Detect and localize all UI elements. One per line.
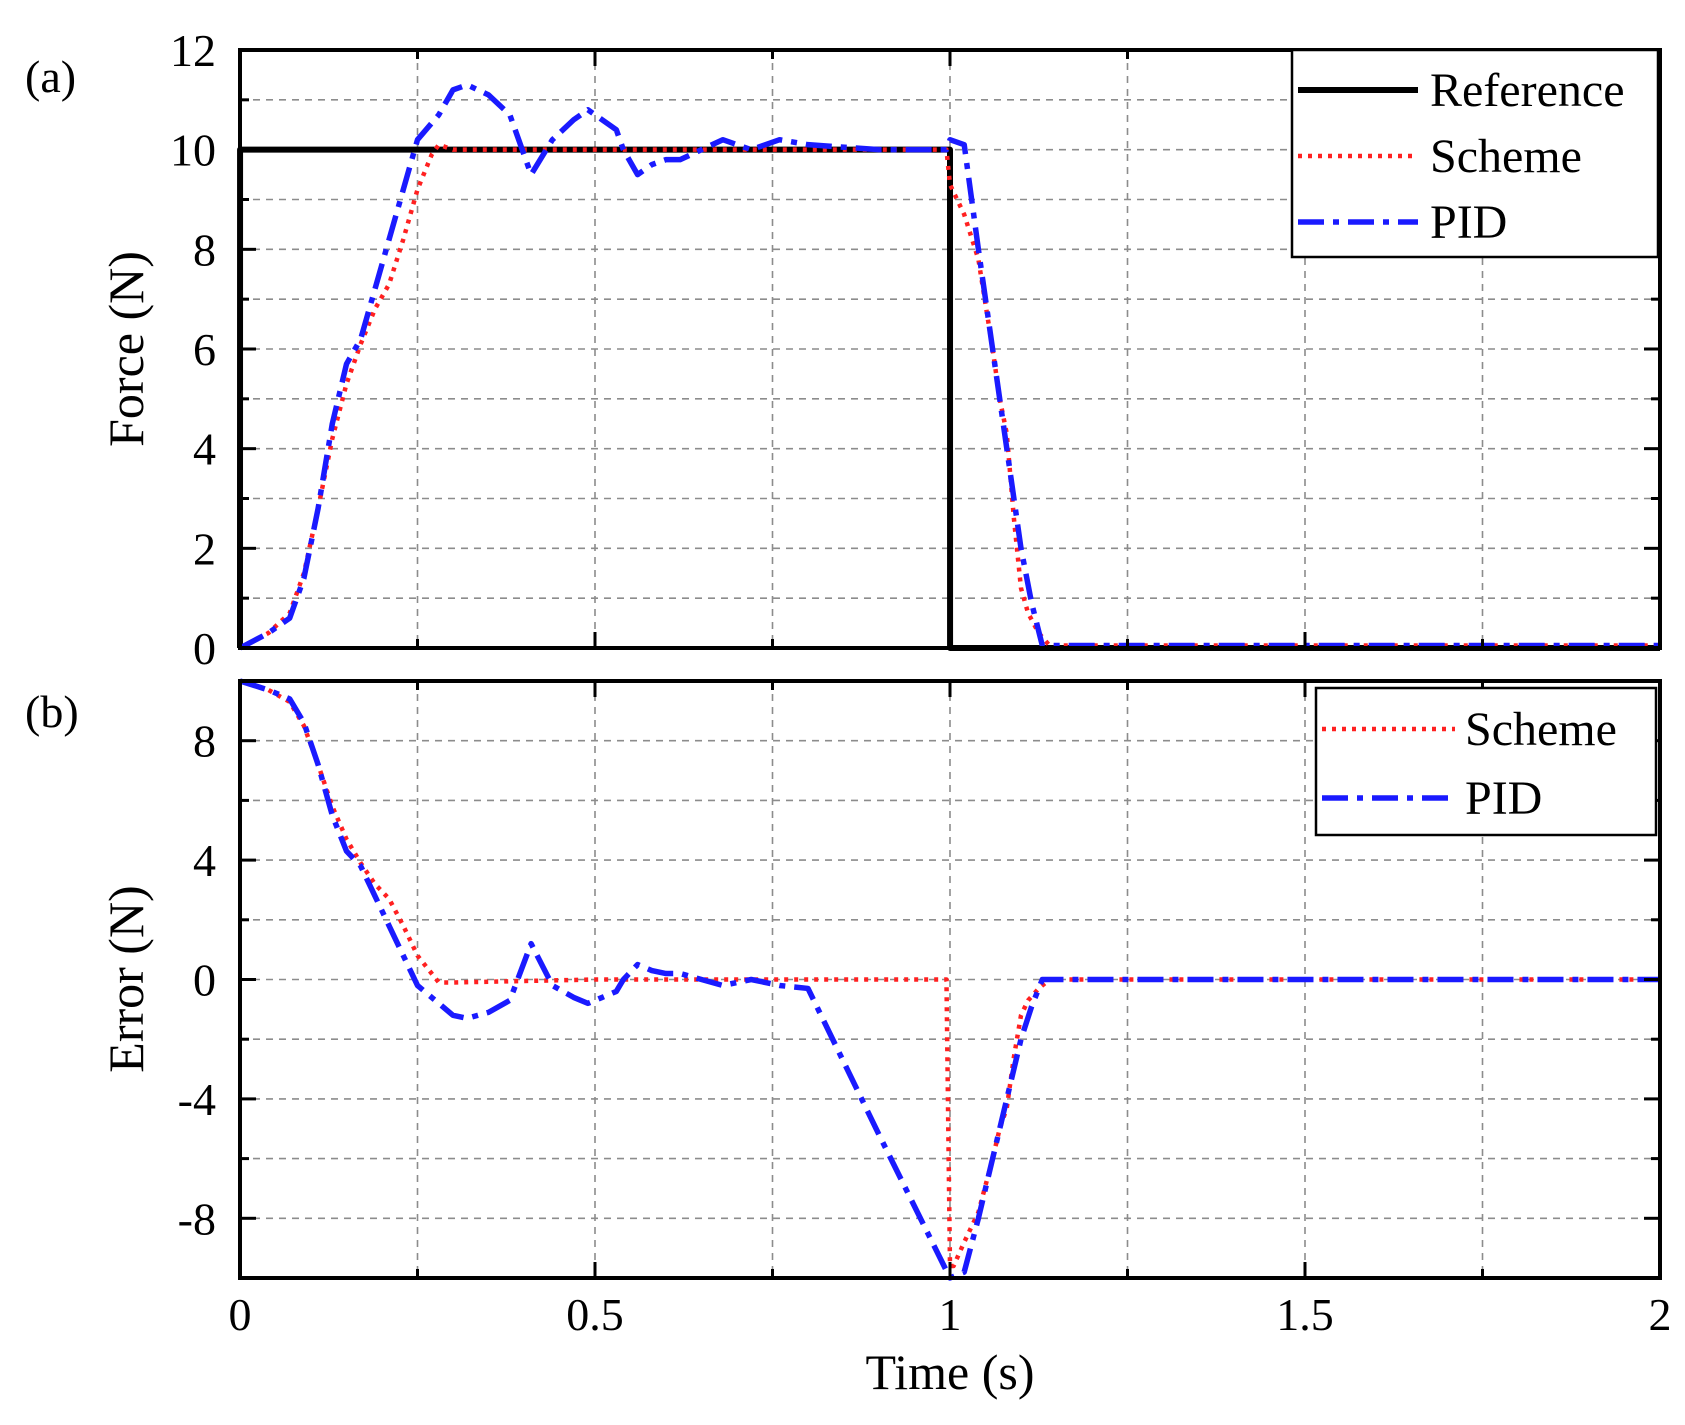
error-ticks: -8 -4 0 4 8 0 0.5 1 1.5 2 — [178, 679, 1672, 1340]
x-tick-label: 0 — [229, 1289, 252, 1340]
error-y-tick-label: -8 — [178, 1193, 216, 1244]
force-panel: 0 2 4 6 8 10 12 (a) Force (N) Reference Scheme P… — [25, 25, 1662, 674]
x-tick-label: 0.5 — [566, 1289, 624, 1340]
force-y-tick-label: 6 — [193, 324, 216, 375]
force-series-scheme — [238, 142, 1660, 650]
force-series-pid — [238, 82, 1660, 651]
x-tick-label: 2 — [1649, 1289, 1672, 1340]
force-y-tick-label: 0 — [193, 623, 216, 674]
panel-label-b: (b) — [25, 686, 79, 737]
error-y-tick-label: 4 — [193, 835, 216, 886]
error-series-scheme — [239, 678, 1660, 1269]
x-tick-label: 1.5 — [1276, 1289, 1334, 1340]
force-legend-label-pid: PID — [1430, 196, 1507, 249]
force-legend: Reference Scheme PID — [1290, 48, 1660, 259]
force-legend-label-scheme: Scheme — [1430, 130, 1582, 183]
error-y-axis-label: Error (N) — [98, 885, 154, 1072]
force-y-tick-label: 4 — [193, 424, 216, 475]
force-ticks: 0 2 4 6 8 10 12 — [170, 25, 1662, 674]
force-y-tick-label: 8 — [193, 224, 216, 275]
force-legend-label-reference: Reference — [1430, 64, 1625, 117]
error-legend-label-scheme: Scheme — [1465, 703, 1617, 756]
error-series — [239, 678, 1660, 1281]
error-series-pid — [239, 678, 1660, 1281]
force-y-axis-label: Force (N) — [98, 251, 154, 447]
panel-label-a: (a) — [25, 51, 76, 102]
force-y-tick-label: 12 — [170, 25, 216, 76]
force-y-tick-label: 2 — [193, 523, 216, 574]
error-y-tick-label: 0 — [193, 955, 216, 1006]
error-legend-box — [1314, 686, 1658, 837]
force-y-tick-label: 10 — [170, 125, 216, 176]
x-axis-label: Time (s) — [865, 1344, 1034, 1400]
error-legend: Scheme PID — [1314, 686, 1658, 837]
error-y-tick-label: -4 — [178, 1074, 216, 1125]
error-y-tick-label: 8 — [193, 716, 216, 767]
error-legend-label-pid: PID — [1465, 772, 1542, 825]
x-tick-label: 1 — [939, 1289, 962, 1340]
